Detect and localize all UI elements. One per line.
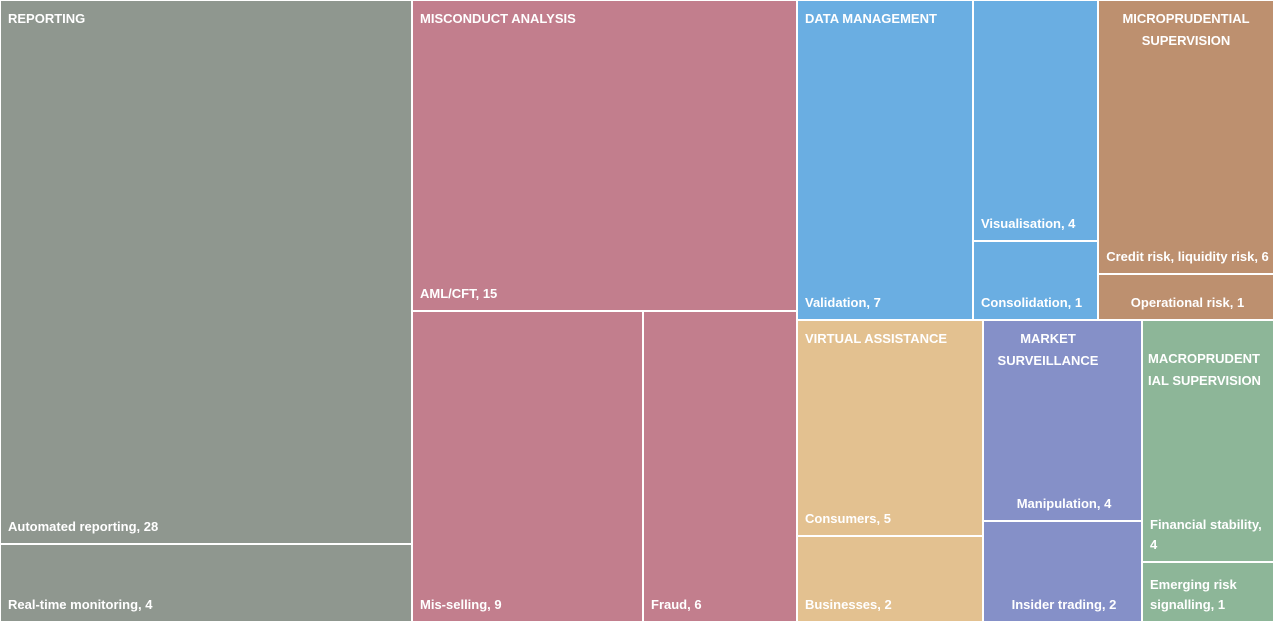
treemap-cell-label: Businesses, 2 [805,597,892,612]
treemap-cell-label: Operational risk, 1 [1130,295,1245,310]
treemap-cell-label: Insider trading, 2 [1011,597,1117,612]
treemap-cell-label: Financial stability, 4 [1150,517,1262,552]
treemap-cell: Businesses, 2 [798,537,982,621]
treemap-cell-label: AML/CFT, 15 [420,286,498,301]
treemap-cell: Consolidation, 1 [974,242,1097,319]
treemap-cell-label: Consolidation, 1 [981,295,1083,310]
treemap-cell-label: Automated reporting, 28 [8,519,159,534]
treemap-cell-label: Mis-selling, 9 [420,597,502,612]
treemap-cell-label: Visualisation, 4 [981,216,1076,231]
treemap-cell: Financial stability, 4 [1143,321,1273,561]
treemap-cell: Validation, 7 [798,1,972,319]
treemap-cell-label: Real-time monitoring, 4 [8,597,153,612]
treemap-cell: Emerging risk signalling, 1 [1143,563,1273,621]
treemap-cell: Automated reporting, 28 [1,1,411,543]
treemap-cell: Credit risk, liquidity risk, 6 [1099,1,1273,273]
treemap-cell-label: Consumers, 5 [805,511,891,526]
treemap-cell: Real-time monitoring, 4 [1,545,411,621]
treemap-cell-label: Credit risk, liquidity risk, 6 [1106,249,1269,264]
treemap-cell-label: Emerging risk signalling, 1 [1150,577,1237,612]
treemap-cell: Mis-selling, 9 [413,312,642,621]
treemap-cell: Operational risk, 1 [1099,275,1273,319]
treemap-cell: Visualisation, 4 [974,1,1097,240]
treemap-cell: Consumers, 5 [798,321,982,535]
treemap-cell: Insider trading, 2 [984,522,1141,621]
treemap-cell: AML/CFT, 15 [413,1,796,310]
treemap-cell-label: Fraud, 6 [651,597,702,612]
treemap-cell: Manipulation, 4 [984,321,1141,520]
treemap-cell: Fraud, 6 [644,312,796,621]
treemap-cell-label: Validation, 7 [805,295,881,310]
treemap-cell-label: Manipulation, 4 [1016,496,1112,511]
